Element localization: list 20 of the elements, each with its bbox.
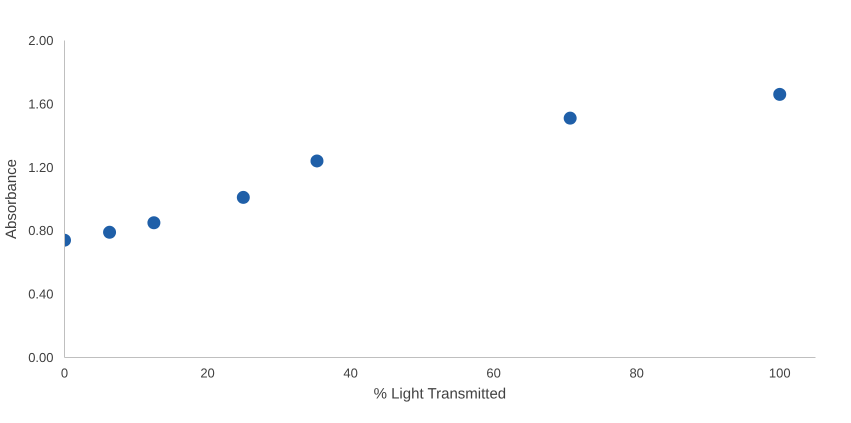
y-axis-title: Absorbance xyxy=(3,158,20,240)
point xyxy=(103,226,116,239)
x-axis-title: % Light Transmitted xyxy=(374,386,506,402)
point xyxy=(147,216,160,230)
point xyxy=(564,112,577,125)
point xyxy=(310,154,324,168)
point xyxy=(236,190,250,204)
point xyxy=(773,88,786,101)
y-tick-label: 2.00 xyxy=(28,33,54,48)
y-tick-label: 0.80 xyxy=(28,223,54,238)
y-tick-label: 0.00 xyxy=(28,350,54,365)
y-tick-label: 1.60 xyxy=(28,96,54,112)
x-tick-label: 80 xyxy=(629,366,644,380)
x-tick-label: 60 xyxy=(486,366,501,380)
x-tick-label: 40 xyxy=(343,366,358,380)
y-tick-label: 0.40 xyxy=(28,286,54,302)
y-tick-label: 1.20 xyxy=(28,160,54,175)
x-tick-label: 20 xyxy=(200,366,215,380)
x-tick-label: 0 xyxy=(60,366,68,380)
x-tick-label: 100 xyxy=(768,366,791,380)
